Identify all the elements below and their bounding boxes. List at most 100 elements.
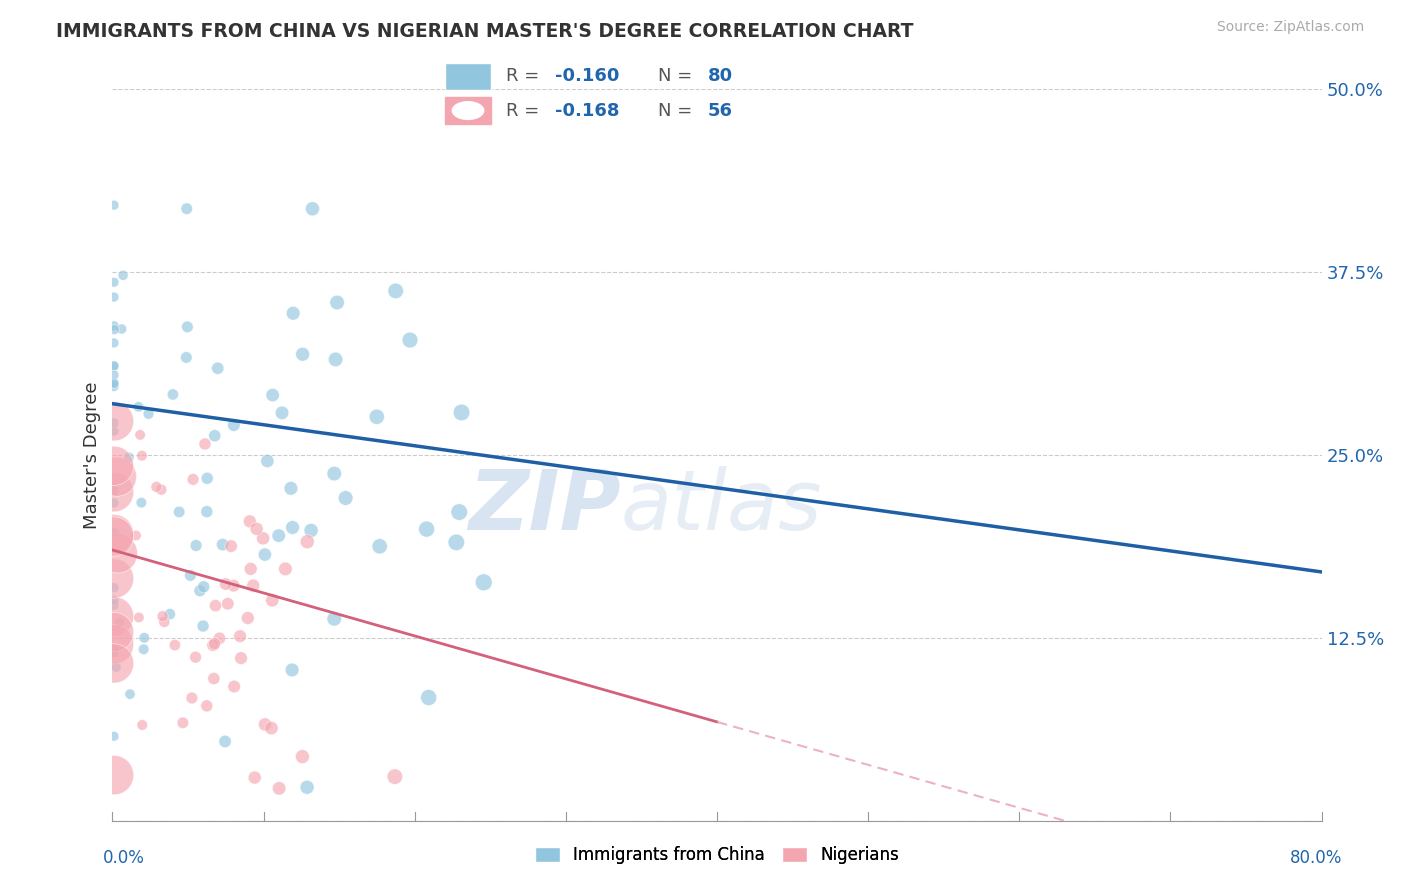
Point <box>180 691 202 706</box>
Point <box>103 485 125 500</box>
Point <box>134 631 156 645</box>
Point <box>118 450 141 465</box>
Point <box>446 535 468 549</box>
Text: -0.160: -0.160 <box>555 67 620 85</box>
Point <box>229 651 252 665</box>
Point <box>323 612 346 626</box>
Legend: Immigrants from China, Nigerians: Immigrants from China, Nigerians <box>529 839 905 871</box>
Point <box>204 599 226 613</box>
Point <box>297 534 319 549</box>
Point <box>184 539 207 553</box>
Point <box>194 437 217 451</box>
Point <box>415 522 437 536</box>
Point <box>326 295 349 310</box>
Point <box>105 469 128 483</box>
Point <box>269 781 291 796</box>
Text: 56: 56 <box>707 102 733 120</box>
Point <box>163 638 186 652</box>
Point <box>224 680 246 694</box>
Point <box>181 472 204 486</box>
Point <box>325 352 347 367</box>
Point <box>242 579 264 593</box>
Point <box>103 496 125 510</box>
Text: -0.168: -0.168 <box>555 102 620 120</box>
Point <box>103 643 125 657</box>
Point <box>111 322 134 336</box>
Text: Source: ZipAtlas.com: Source: ZipAtlas.com <box>1216 20 1364 34</box>
Point <box>229 629 252 643</box>
Text: 80: 80 <box>707 67 733 85</box>
Point <box>262 593 284 607</box>
Point <box>172 715 194 730</box>
Text: R =: R = <box>506 102 540 120</box>
Point <box>252 531 274 545</box>
Point <box>103 359 125 374</box>
Point <box>195 471 218 485</box>
Point <box>103 525 125 540</box>
Point <box>131 718 153 732</box>
Point <box>103 275 125 289</box>
Point <box>108 615 131 630</box>
Point <box>176 319 198 334</box>
Point <box>132 642 155 657</box>
Point <box>103 529 125 543</box>
Point <box>167 505 190 519</box>
Point <box>131 495 153 509</box>
Point <box>204 428 226 442</box>
Point <box>103 322 125 336</box>
Point <box>239 514 262 528</box>
Point <box>103 527 125 541</box>
Point <box>179 568 201 582</box>
Text: N =: N = <box>658 67 692 85</box>
Point <box>267 528 290 542</box>
Point <box>260 721 283 735</box>
Point <box>222 579 245 593</box>
Point <box>204 637 226 651</box>
Point <box>291 749 314 764</box>
FancyBboxPatch shape <box>446 63 491 90</box>
Point <box>201 638 224 652</box>
Point <box>191 619 214 633</box>
Point <box>188 583 211 598</box>
Point <box>323 467 346 481</box>
Point <box>103 646 125 660</box>
Point <box>295 780 318 795</box>
Point <box>159 607 181 621</box>
Point <box>103 581 125 595</box>
Point <box>103 637 125 651</box>
Point <box>103 359 125 373</box>
Point <box>103 414 125 428</box>
Point <box>103 657 125 671</box>
Point <box>335 491 357 505</box>
Point <box>103 376 125 391</box>
Point <box>112 268 135 283</box>
Point <box>368 539 391 553</box>
Point <box>202 672 225 686</box>
Point <box>217 597 239 611</box>
Point <box>271 406 294 420</box>
Point <box>262 388 284 402</box>
Point <box>103 376 125 390</box>
Point <box>236 611 259 625</box>
Point <box>399 333 422 347</box>
Point <box>207 361 229 376</box>
Point <box>103 593 125 607</box>
Text: atlas: atlas <box>620 466 823 547</box>
Point <box>449 505 471 519</box>
Point <box>253 548 276 562</box>
Point <box>107 546 129 560</box>
Point <box>384 284 406 298</box>
Point <box>103 599 125 613</box>
Point <box>145 480 167 494</box>
Point <box>152 609 174 624</box>
Point <box>138 407 160 421</box>
Point <box>243 771 266 785</box>
Text: ZIP: ZIP <box>468 466 620 547</box>
Point <box>103 483 125 498</box>
Point <box>153 615 176 629</box>
Point <box>239 562 262 576</box>
Point <box>176 202 198 216</box>
Point <box>281 520 304 534</box>
Point <box>281 663 304 677</box>
Point <box>103 768 125 782</box>
